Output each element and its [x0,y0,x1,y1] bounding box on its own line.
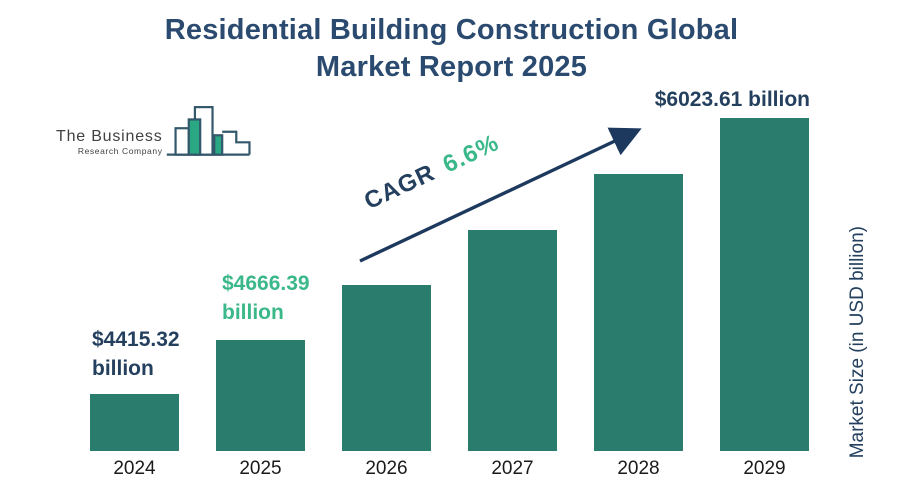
bar-chart: 2024 2025 2026 2027 2028 2029 [90,90,809,479]
logo-name: The Business [56,128,163,145]
x-tick-2025: 2025 [239,458,282,479]
value-label-2024: $4415.32 billion [92,325,180,383]
page-title: Residential Building Construction Global… [0,12,903,86]
bar-column-2028: 2028 [594,174,683,479]
x-tick-2029: 2029 [743,458,786,479]
x-tick-2026: 2026 [365,458,408,479]
bar-2024 [90,394,179,451]
company-logo-text: The Business Research Company [56,128,163,156]
bar-2026 [342,285,431,451]
bar-column-2026: 2026 [342,285,431,479]
logo-subname: Research Company [77,146,163,156]
bar-column-2025: 2025 [216,340,305,479]
company-logo: The Business Research Company [56,100,253,165]
x-tick-2024: 2024 [113,458,156,479]
y-axis-label: Market Size (in USD billion) [847,226,868,459]
bar-2025 [216,340,305,451]
bar-chart-logo-icon [165,100,253,165]
bar-2029 [720,118,809,451]
bar-column-2027: 2027 [468,230,557,479]
page-title-line1: Residential Building Construction Global [164,14,739,46]
bar-column-2029: 2029 [720,118,809,479]
bar-2027 [468,230,557,451]
value-label-2025: $4666.39 billion [222,269,310,327]
x-tick-2028: 2028 [617,458,660,479]
bar-column-2024: 2024 [90,394,179,479]
value-label-2025-amount: $4666.39 [222,272,310,295]
value-label-2024-unit: billion [92,357,154,380]
x-tick-2027: 2027 [491,458,534,479]
value-label-2025-unit: billion [222,301,284,324]
bar-2028 [594,174,683,451]
growth-arrow-icon [348,116,650,279]
value-label-2024-amount: $4415.32 [92,328,180,351]
value-label-2029: $6023.61 billion [654,88,810,111]
page-title-line2: Market Report 2025 [315,51,588,83]
